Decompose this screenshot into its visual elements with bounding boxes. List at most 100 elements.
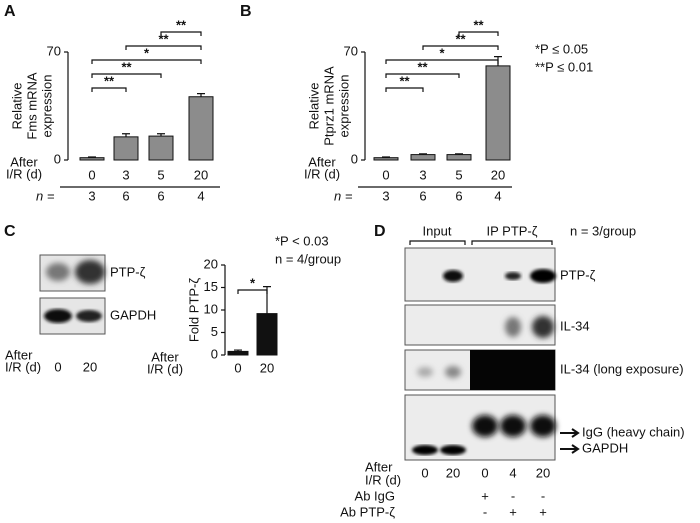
- blot: [404, 247, 556, 302]
- y-tick-label: 0: [351, 151, 358, 166]
- n-value: 3: [88, 188, 95, 203]
- lane-label: 20: [83, 359, 97, 374]
- error-bar: [197, 93, 205, 97]
- lane-label: 20: [446, 465, 460, 480]
- x-tick-label: 3: [122, 167, 129, 182]
- significance-label: **: [121, 59, 132, 74]
- band: [440, 445, 466, 455]
- x-tick-label: 3: [419, 167, 426, 182]
- panel-letter: A: [4, 3, 16, 20]
- band: [44, 309, 72, 323]
- y-axis-label: Fms mRNA: [24, 72, 39, 139]
- significance-bracket: [458, 31, 499, 36]
- n-label: n =: [334, 188, 353, 203]
- treatment-mark: +: [539, 504, 547, 519]
- row-label: IL-34 (long exposure): [560, 361, 684, 376]
- treatment-mark: -: [541, 488, 545, 503]
- lane-label: 0: [54, 359, 61, 374]
- band: [76, 310, 102, 322]
- significance-label: *: [250, 275, 256, 290]
- arrow-label: GAPDH: [582, 440, 628, 455]
- y-axis-label: Relative: [306, 83, 321, 130]
- lane-label: 4: [509, 465, 516, 480]
- lane-label: 20: [536, 465, 550, 480]
- y-axis-label: Relative: [9, 83, 24, 130]
- x-tick-label: 0: [88, 167, 95, 182]
- x-tick-label: 20: [194, 167, 208, 182]
- band: [530, 269, 556, 283]
- bar: [256, 313, 278, 356]
- note: *P < 0.03: [275, 233, 329, 248]
- n-value: 6: [157, 188, 164, 203]
- arrow: [560, 428, 580, 454]
- y-axis-label: expression: [39, 75, 54, 138]
- note: n = 4/group: [275, 251, 341, 266]
- significance-bracket: [91, 73, 162, 78]
- y-tick-label: 0: [54, 151, 61, 166]
- significance-bracket: [385, 87, 424, 92]
- x-axis-label: After: [151, 349, 179, 364]
- note: *P ≤ 0.05: [535, 41, 588, 56]
- x-axis-label: I/R (d): [304, 166, 340, 181]
- bar: [113, 136, 139, 161]
- x-axis-label: I/R (d): [365, 472, 401, 487]
- arrow-label: IgG (heavy chain): [582, 424, 685, 439]
- bar: [446, 154, 472, 161]
- significance-bracket: [385, 59, 499, 64]
- y-tick-label: 70: [344, 43, 358, 58]
- treatment-mark: +: [509, 504, 517, 519]
- x-tick-label: 0: [234, 360, 241, 375]
- panel-letter: D: [374, 223, 386, 240]
- significance-label: *: [439, 45, 445, 60]
- n-label: n =: [36, 188, 55, 203]
- band: [412, 445, 438, 455]
- y-tick-label: 10: [204, 301, 218, 316]
- bar: [188, 96, 214, 161]
- y-tick-label: 0: [211, 346, 218, 361]
- row-label: IL-34: [560, 318, 590, 333]
- band: [445, 366, 461, 378]
- group-label: IP PTP-ζ: [486, 223, 537, 238]
- y-tick-label: 20: [204, 256, 218, 271]
- bar: [79, 157, 105, 161]
- error-bar: [122, 133, 130, 137]
- band: [46, 263, 70, 281]
- panel-letter: C: [4, 223, 16, 240]
- band: [532, 316, 554, 338]
- error-bar: [419, 153, 427, 155]
- n-value: 6: [122, 188, 129, 203]
- band: [417, 367, 433, 377]
- row-label: PTP-ζ: [560, 267, 596, 282]
- treatment-mark: -: [483, 504, 487, 519]
- error-bar: [88, 156, 96, 158]
- panel-letter: B: [240, 3, 252, 20]
- lane-label: 0: [481, 465, 488, 480]
- significance-label: **: [473, 17, 484, 32]
- x-tick-label: 5: [455, 167, 462, 182]
- x-axis-label: After: [365, 459, 393, 474]
- n-value: 4: [197, 188, 204, 203]
- x-tick-label: 20: [491, 167, 505, 182]
- x-tick-label: 5: [157, 167, 164, 182]
- x-axis-label: After: [10, 154, 38, 169]
- significance-label: *: [144, 45, 150, 60]
- y-tick-label: 15: [204, 279, 218, 294]
- error-bar: [455, 153, 463, 155]
- error-bar: [382, 156, 390, 158]
- error-bar: [234, 349, 242, 352]
- x-axis-label: After: [5, 347, 33, 362]
- significance-label: **: [158, 31, 169, 46]
- bar: [485, 65, 511, 161]
- bar: [373, 157, 399, 161]
- treatment-label: Ab IgG: [355, 488, 395, 503]
- lane-label: 0: [421, 465, 428, 480]
- bar: [410, 154, 436, 161]
- x-tick-label: 20: [260, 360, 274, 375]
- significance-label: **: [104, 73, 115, 88]
- row-label: PTP-ζ: [110, 264, 146, 279]
- note: n = 3/group: [570, 223, 636, 238]
- bar: [148, 135, 174, 161]
- bar: [227, 350, 249, 356]
- x-axis-label: I/R (d): [147, 361, 183, 376]
